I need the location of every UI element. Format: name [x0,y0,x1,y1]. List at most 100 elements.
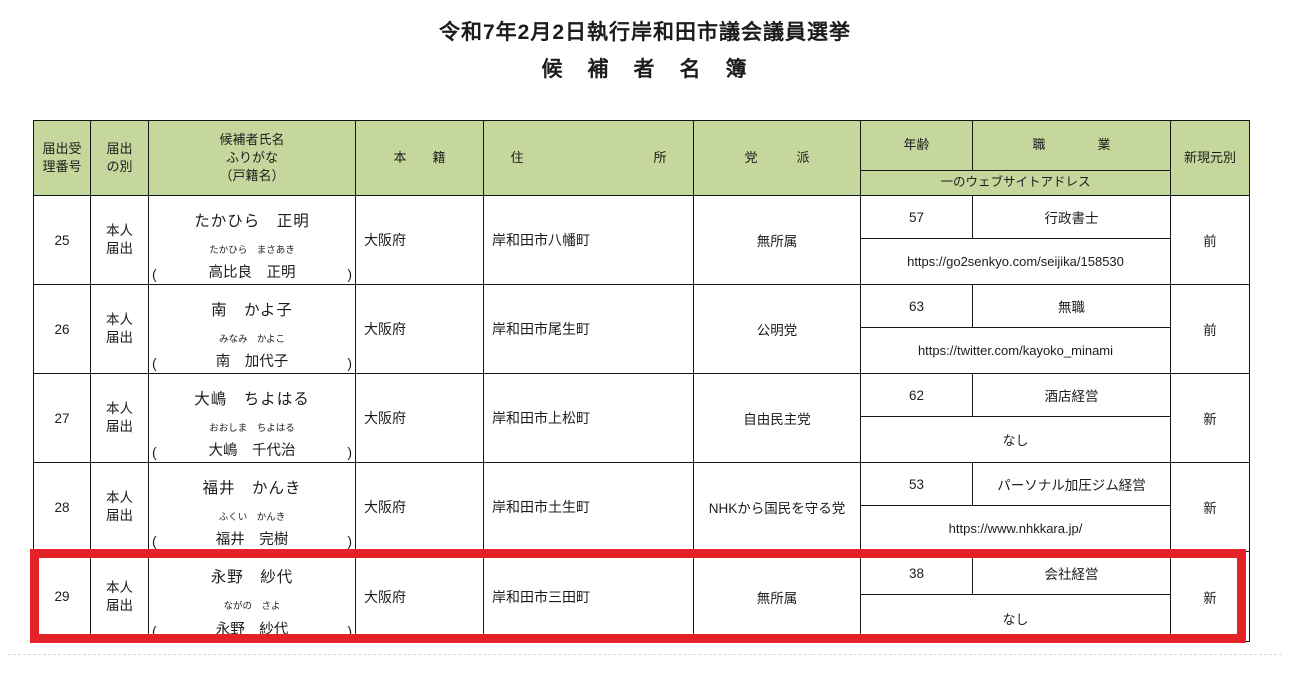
header-party: 党 派 [694,121,861,195]
candidate-row-26: 26 本人 届出 南 かよ子 みなみ かよこ ( 南 加代子 ) 大阪府 岸和田… [34,285,1249,374]
candidate-row-28: 28 本人 届出 福井 かんき ふくい かんき ( 福井 完樹 ) 大阪府 岸和… [34,463,1249,552]
cell-age: 53 [861,463,973,505]
candidate-kana: ながの さよ [223,601,281,612]
cell-party: 無所属 [694,552,861,641]
candidate-legal-name-line: ( 大嶋 千代治 ) [152,443,352,460]
cell-address: 岸和田市尾生町 [484,285,694,373]
document-subtitle: 候 補 者 名 簿 [541,58,749,81]
cell-website: https://www.nhkkara.jp/ [948,521,1083,536]
candidate-kana: おおしま ちよはる [209,423,295,434]
cell-no: 29 [34,552,91,641]
cell-age-occupation-group: 53 パーソナル加圧ジム経営 https://www.nhkkara.jp/ [861,463,1171,551]
page-bottom-faint-line [8,654,1282,655]
candidate-table: 届出受 理番号 届出 の別 候補者氏名 ふりがな （戸籍名） 本 籍 住 所 党… [33,120,1250,642]
cell-status: 前 [1203,323,1217,338]
candidate-kana: ふくい かんき [218,512,286,523]
cell-age-occupation-group: 63 無職 https://twitter.com/kayoko_minami [861,285,1171,373]
cell-party: 無所属 [694,196,861,284]
paren-close: ) [347,532,352,549]
cell-domicile: 大阪府 [356,196,484,284]
cell-age: 38 [861,552,973,594]
cell-status: 新 [1203,501,1217,516]
cell-age: 57 [861,196,973,238]
cell-occupation: 会社経営 [1044,567,1099,582]
candidate-row-25: 25 本人 届出 たかひら 正明 たかひら まさあき ( 高比良 正明 ) 大阪… [34,196,1249,285]
cell-website: https://twitter.com/kayoko_minami [917,343,1114,358]
cell-party: NHKから国民を守る党 [694,463,861,551]
candidate-legal-name: 永野 紗代 [215,622,289,639]
cell-address: 岸和田市土生町 [484,463,694,551]
cell-no: 26 [34,285,91,373]
cell-type: 本人 届出 [91,196,149,284]
cell-party: 自由民主党 [694,374,861,462]
cell-domicile: 大阪府 [356,374,484,462]
candidate-row-27: 27 本人 届出 大嶋 ちよはる おおしま ちよはる ( 大嶋 千代治 ) 大阪… [34,374,1249,463]
header-address: 住 所 [484,121,694,195]
cell-website: なし [1002,611,1029,627]
header-age: 年齢 [861,121,973,170]
paren-close: ) [347,354,352,371]
candidate-legal-name-line: ( 福井 完樹 ) [152,532,352,549]
candidate-name: たかひら 正明 [194,213,310,230]
header-domicile: 本 籍 [356,121,484,195]
cell-type: 本人 届出 [91,285,149,373]
cell-age: 62 [861,374,973,416]
cell-no: 28 [34,463,91,551]
cell-website: https://go2senkyo.com/seijika/158530 [907,254,1124,269]
cell-website: なし [1002,433,1029,448]
cell-domicile: 大阪府 [356,552,484,641]
header-status: 新現元別 [1171,121,1249,195]
candidate-name: 南 かよ子 [211,302,293,319]
header-name: 候補者氏名 ふりがな （戸籍名） [149,121,356,195]
cell-domicile: 大阪府 [356,285,484,373]
document-header: 令和7年2月2日執行岸和田市議会議員選挙 候 補 者 名 簿 [0,16,1290,83]
cell-address: 岸和田市八幡町 [484,196,694,284]
candidate-kana: みなみ かよこ [218,334,286,345]
cell-name: 大嶋 ちよはる おおしま ちよはる ( 大嶋 千代治 ) [149,374,356,462]
candidate-kana: たかひら まさあき [209,245,295,256]
candidate-row-29: 29 本人 届出 永野 紗代 ながの さよ ( 永野 紗代 ) 大阪府 岸和田市… [34,552,1249,641]
cell-age-occupation-group: 38 会社経営 なし [861,552,1171,641]
candidate-legal-name: 高比良 正明 [208,265,296,282]
cell-occupation: 行政書士 [1044,211,1099,226]
cell-age-occupation-group: 62 酒店経営 なし [861,374,1171,462]
cell-address: 岸和田市三田町 [484,552,694,641]
cell-no: 27 [34,374,91,462]
cell-age: 63 [861,285,973,327]
header-age-occupation-group: 年齢 職 業 一のウェブサイトアドレス [861,121,1171,195]
cell-age-occupation-group: 57 行政書士 https://go2senkyo.com/seijika/15… [861,196,1171,284]
candidate-legal-name: 南 加代子 [215,354,289,371]
cell-status: 前 [1203,234,1217,249]
paren-close: ) [347,443,352,460]
candidate-legal-name: 大嶋 千代治 [208,443,296,460]
cell-occupation: 酒店経営 [1044,389,1099,404]
candidate-legal-name-line: ( 永野 紗代 ) [152,622,352,639]
candidate-legal-name-line: ( 南 加代子 ) [152,354,352,371]
candidate-name: 福井 かんき [202,480,302,497]
paren-close: ) [347,265,352,282]
paren-open: ( [152,265,157,282]
cell-name: たかひら 正明 たかひら まさあき ( 高比良 正明 ) [149,196,356,284]
header-website: 一のウェブサイトアドレス [940,175,1091,190]
cell-type: 本人 届出 [91,463,149,551]
paren-open: ( [152,532,157,549]
paren-open: ( [152,443,157,460]
cell-status: 新 [1203,590,1217,606]
cell-status: 新 [1203,412,1217,427]
cell-name: 福井 かんき ふくい かんき ( 福井 完樹 ) [149,463,356,551]
cell-type: 本人 届出 [91,374,149,462]
cell-occupation: パーソナル加圧ジム経営 [997,478,1146,493]
candidate-name: 大嶋 ちよはる [194,391,310,408]
cell-occupation: 無職 [1058,300,1085,315]
table-header-row: 届出受 理番号 届出 の別 候補者氏名 ふりがな （戸籍名） 本 籍 住 所 党… [34,121,1249,196]
cell-address: 岸和田市上松町 [484,374,694,462]
paren-open: ( [152,622,157,639]
cell-party: 公明党 [694,285,861,373]
document-title: 令和7年2月2日執行岸和田市議会議員選挙 [438,21,852,44]
cell-type: 本人 届出 [91,552,149,641]
header-occupation: 職 業 [1032,137,1111,153]
header-type: 届出 の別 [91,121,149,195]
header-no: 届出受 理番号 [34,121,91,195]
cell-no: 25 [34,196,91,284]
